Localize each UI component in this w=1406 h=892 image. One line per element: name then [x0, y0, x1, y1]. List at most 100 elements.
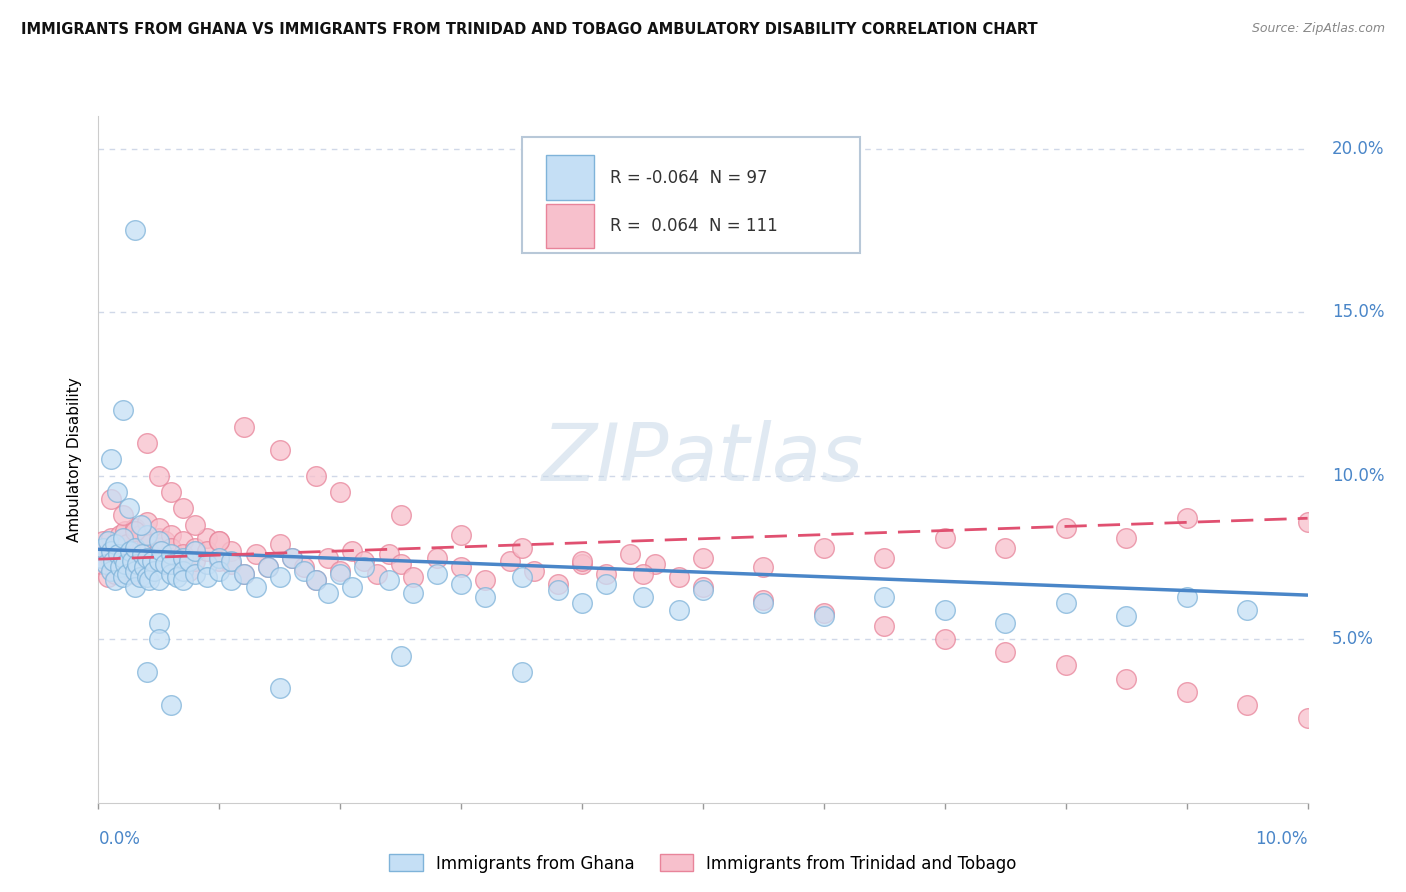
- Point: [94, 547, 117, 561]
- Point: [316, 586, 339, 600]
- Point: [177, 554, 201, 568]
- Point: [148, 521, 170, 535]
- Point: [118, 544, 141, 558]
- Point: [668, 570, 690, 584]
- Point: [148, 534, 170, 549]
- Point: [208, 550, 231, 565]
- Point: [195, 570, 218, 584]
- Point: [131, 547, 153, 561]
- Point: [1296, 515, 1319, 529]
- Point: [619, 547, 641, 561]
- Point: [994, 615, 1017, 630]
- Point: [108, 560, 131, 574]
- Point: [498, 554, 520, 568]
- Point: [450, 527, 472, 541]
- Point: [135, 436, 157, 450]
- Point: [100, 531, 122, 545]
- Point: [160, 550, 183, 565]
- Point: [692, 550, 714, 565]
- Point: [813, 609, 835, 624]
- Point: [160, 566, 183, 581]
- Point: [474, 590, 496, 604]
- Point: [595, 576, 617, 591]
- Text: 5.0%: 5.0%: [1331, 631, 1374, 648]
- Point: [153, 534, 176, 549]
- Point: [135, 534, 157, 549]
- Point: [143, 564, 166, 578]
- Point: [510, 541, 533, 555]
- Text: ZIPatlas: ZIPatlas: [541, 420, 865, 499]
- Point: [97, 534, 120, 549]
- Point: [118, 560, 141, 574]
- Point: [172, 550, 194, 565]
- Point: [281, 550, 304, 565]
- Point: [232, 419, 254, 434]
- Point: [631, 590, 654, 604]
- Point: [353, 554, 375, 568]
- Point: [148, 615, 170, 630]
- Point: [138, 574, 160, 588]
- Point: [124, 566, 146, 581]
- Point: [172, 501, 194, 516]
- Point: [172, 534, 194, 549]
- Point: [172, 547, 194, 561]
- Point: [595, 566, 617, 581]
- FancyBboxPatch shape: [522, 136, 860, 253]
- Point: [305, 574, 328, 588]
- Point: [631, 566, 654, 581]
- Point: [124, 521, 146, 535]
- Point: [1054, 596, 1077, 610]
- Point: [97, 570, 120, 584]
- Point: [547, 583, 569, 598]
- Point: [124, 564, 146, 578]
- Point: [305, 574, 328, 588]
- Text: 10.0%: 10.0%: [1331, 467, 1385, 484]
- Point: [150, 544, 173, 558]
- Point: [127, 550, 149, 565]
- Point: [873, 590, 896, 604]
- Point: [292, 560, 315, 574]
- Point: [111, 564, 134, 578]
- Point: [523, 564, 546, 578]
- Point: [172, 564, 194, 578]
- Point: [124, 541, 146, 555]
- Point: [177, 564, 201, 578]
- Point: [111, 531, 134, 545]
- Point: [994, 541, 1017, 555]
- Point: [111, 403, 134, 417]
- Point: [100, 452, 122, 467]
- Text: R = -0.064  N = 97: R = -0.064 N = 97: [610, 169, 768, 186]
- Point: [245, 580, 267, 594]
- Point: [281, 550, 304, 565]
- Point: [256, 560, 278, 574]
- Point: [124, 223, 146, 237]
- Point: [166, 557, 188, 571]
- Point: [135, 550, 157, 565]
- Text: 15.0%: 15.0%: [1331, 303, 1385, 321]
- Point: [873, 619, 896, 633]
- Point: [111, 547, 134, 561]
- Point: [148, 468, 170, 483]
- Point: [160, 485, 183, 500]
- Point: [91, 541, 114, 555]
- Point: [129, 517, 152, 532]
- Legend: Immigrants from Ghana, Immigrants from Trinidad and Tobago: Immigrants from Ghana, Immigrants from T…: [382, 847, 1024, 880]
- Point: [668, 603, 690, 617]
- Point: [121, 554, 143, 568]
- Point: [232, 566, 254, 581]
- Point: [184, 544, 207, 558]
- Point: [269, 537, 291, 551]
- Point: [221, 544, 243, 558]
- Text: 20.0%: 20.0%: [1331, 140, 1385, 158]
- Point: [1175, 590, 1198, 604]
- Point: [208, 534, 231, 549]
- Point: [141, 554, 163, 568]
- Point: [160, 547, 183, 561]
- Point: [184, 566, 207, 581]
- Point: [153, 557, 176, 571]
- Point: [142, 554, 165, 568]
- Point: [256, 560, 278, 574]
- Point: [644, 557, 666, 571]
- Point: [934, 531, 956, 545]
- Point: [184, 541, 207, 555]
